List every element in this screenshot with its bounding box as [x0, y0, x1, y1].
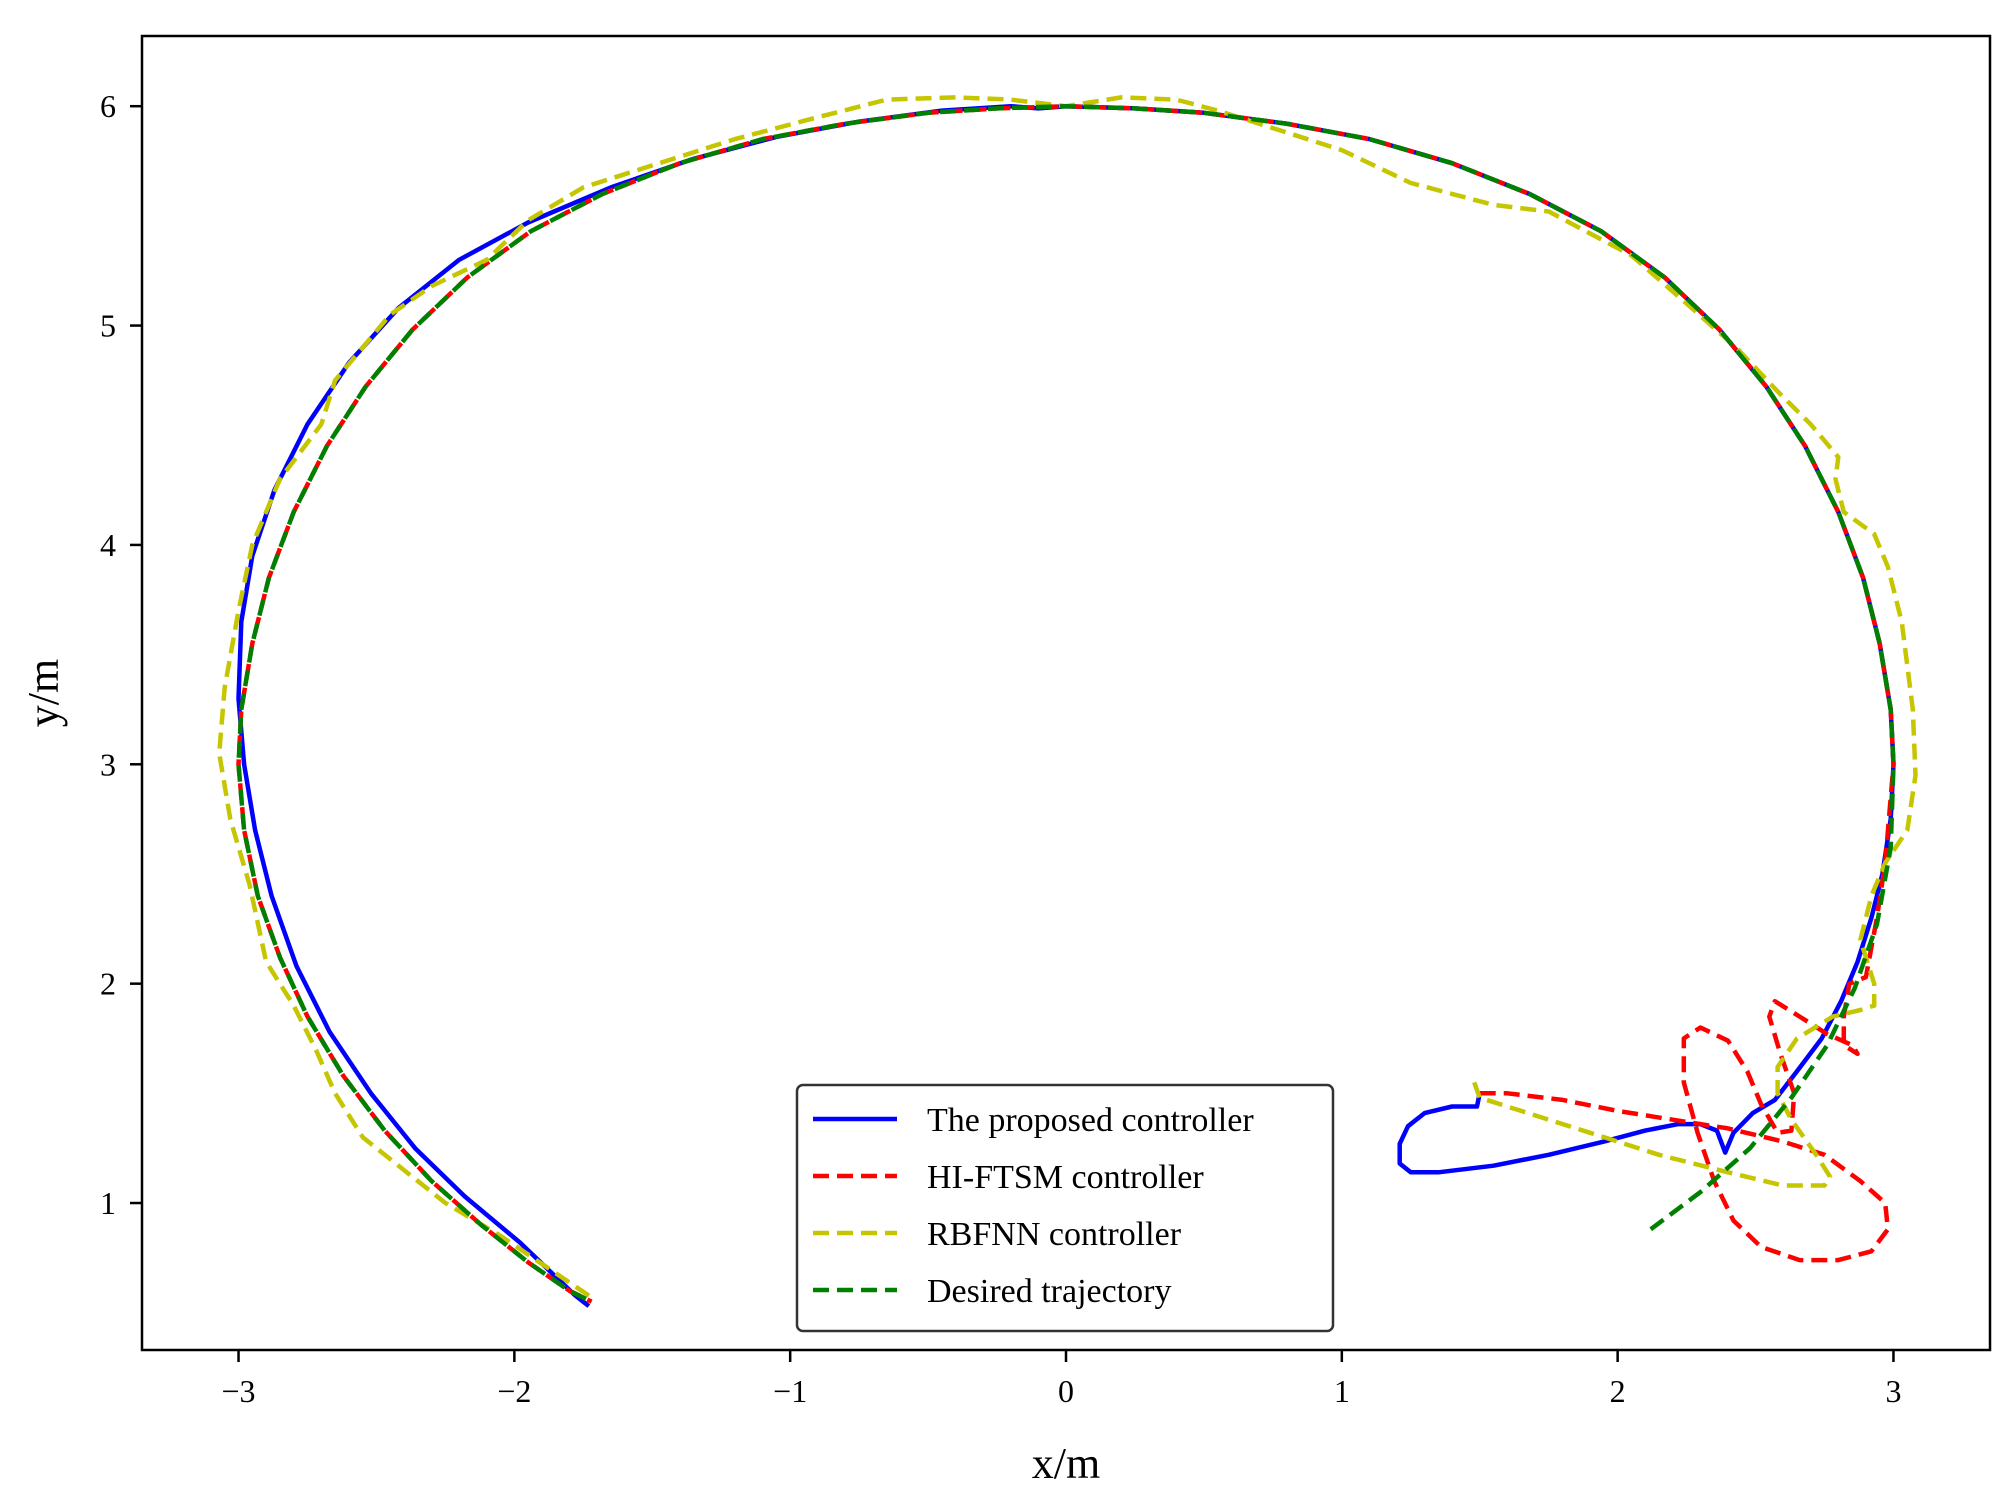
x-tick-label: 2: [1610, 1373, 1626, 1409]
x-tick-label: 1: [1334, 1373, 1350, 1409]
x-tick-label: 3: [1885, 1373, 1901, 1409]
y-tick-label: 2: [100, 966, 116, 1002]
series-rbfnn-controller: [216, 95, 1918, 1300]
legend-label-desired: Desired trajectory: [927, 1273, 1172, 1310]
y-tick-label: 4: [100, 527, 116, 563]
legend-box: [795, 1083, 1335, 1333]
series-layer: [216, 95, 1918, 1308]
x-tick-label: −2: [497, 1373, 531, 1409]
y-tick-label: 3: [100, 746, 116, 782]
x-axis-ticks: −3 −2 −1 0 1 2 3: [222, 1350, 1901, 1409]
x-tick-label: −1: [773, 1373, 807, 1409]
y-tick-label: 1: [100, 1185, 116, 1221]
legend: The proposed controller HI-FTSM controll…: [795, 1083, 1335, 1333]
y-axis-ticks: 1 2 3 4 5 6: [100, 88, 142, 1221]
x-tick-label: 0: [1058, 1373, 1074, 1409]
legend-label-proposed: The proposed controller: [927, 1102, 1254, 1139]
series-desired-trajectory: [236, 103, 1896, 1304]
y-axis-title: y/m: [19, 659, 68, 727]
y-tick-label: 5: [100, 308, 116, 344]
series-hi-ftsm-controller: [236, 103, 1896, 1304]
x-tick-label: −3: [222, 1373, 256, 1409]
legend-label-rbfnn: RBFNN controller: [927, 1216, 1182, 1253]
legend-label-hi-ftsm: HI-FTSM controller: [927, 1159, 1204, 1196]
y-tick-label: 6: [100, 88, 116, 124]
x-axis-title: x/m: [1032, 1439, 1100, 1488]
